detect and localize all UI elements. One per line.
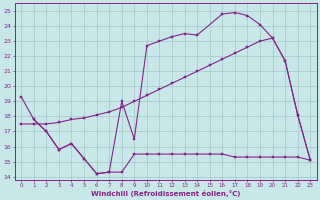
X-axis label: Windchill (Refroidissement éolien,°C): Windchill (Refroidissement éolien,°C) (91, 190, 240, 197)
